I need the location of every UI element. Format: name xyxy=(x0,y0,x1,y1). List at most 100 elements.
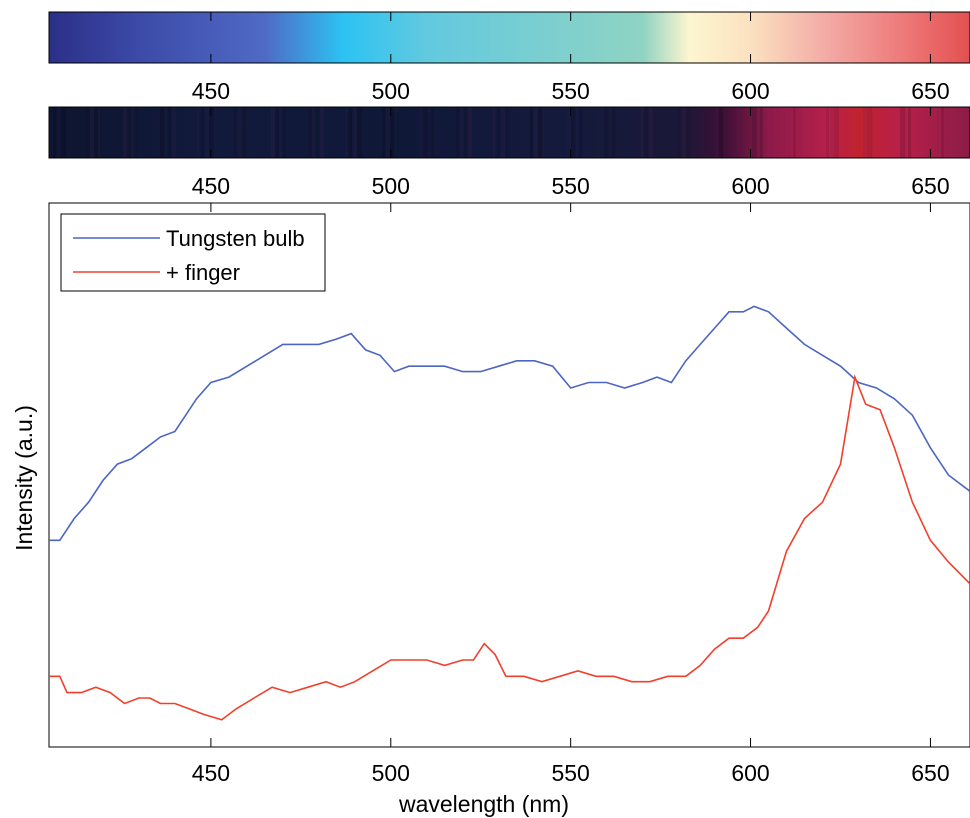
intensity-stripe xyxy=(283,107,286,158)
intensity-stripe xyxy=(94,107,99,158)
intensity-stripe xyxy=(908,107,911,158)
color-map-bar-fill xyxy=(49,12,970,63)
x-axis-tick-label: 650 xyxy=(911,760,949,786)
intensity-stripe xyxy=(608,107,610,158)
intensity-stripe xyxy=(172,107,176,158)
intensity-stripe xyxy=(279,107,281,158)
intensity-stripe xyxy=(168,107,171,158)
intensity-stripe xyxy=(131,107,133,158)
intensity-stripe xyxy=(312,107,314,158)
intensity-stripe xyxy=(468,107,472,158)
intensity-stripe xyxy=(575,107,577,158)
x-axis-tick-label: 450 xyxy=(192,760,230,786)
legend: Tungsten bulb + finger xyxy=(60,213,326,292)
intensity-stripe xyxy=(431,107,434,158)
color-map-bar-tick-label: 550 xyxy=(551,78,589,104)
y-axis-label: Intensity (a.u.) xyxy=(11,405,37,551)
plot-frame xyxy=(48,202,970,748)
intensity-bar-tick-label: 500 xyxy=(372,173,410,199)
intensity-stripe xyxy=(49,107,51,158)
intensity-stripe xyxy=(357,107,362,158)
intensity-stripe xyxy=(353,107,357,158)
x-axis-tick-label: 550 xyxy=(551,760,589,786)
intensity-stripe xyxy=(645,107,648,158)
intensity-bar-frame xyxy=(48,106,970,159)
intensity-stripe xyxy=(86,107,89,158)
intensity-stripe xyxy=(604,107,609,158)
intensity-stripe xyxy=(501,107,505,158)
intensity-stripe xyxy=(493,107,495,158)
intensity-stripe xyxy=(320,107,324,158)
intensity-stripe xyxy=(937,107,939,158)
intensity-bar-stripes xyxy=(49,107,949,158)
intensity-stripe xyxy=(571,107,576,158)
intensity-stripe xyxy=(394,107,396,158)
intensity-stripe xyxy=(567,107,571,158)
intensity-stripe xyxy=(349,107,352,158)
intensity-stripe xyxy=(90,107,94,158)
intensity-stripe xyxy=(460,107,462,158)
intensity-stripe xyxy=(127,107,132,158)
intensity-stripe xyxy=(234,107,237,158)
intensity-stripe xyxy=(756,107,758,158)
color-map-bar: 450 500 550 600 650 xyxy=(48,11,970,104)
intensity-stripe xyxy=(201,107,204,158)
intensity-stripe xyxy=(530,107,533,158)
intensity-stripe xyxy=(164,107,166,158)
intensity-stripe xyxy=(423,107,428,158)
intensity-stripe xyxy=(209,107,214,158)
legend-label-finger: + finger xyxy=(166,260,240,285)
color-map-bar-tick-label: 600 xyxy=(731,78,769,104)
intensity-stripe xyxy=(386,107,390,158)
color-map-bar-tick-label: 450 xyxy=(192,78,230,104)
spectrum-plot: 450 500 550 600 650 wavelength (nm) Intensit… xyxy=(11,202,970,817)
intensity-stripe xyxy=(900,107,905,158)
legend-box xyxy=(60,213,326,292)
color-map-bar-tick-label: 650 xyxy=(911,78,949,104)
series-line-tungsten-bulb xyxy=(49,305,970,542)
intensity-stripe xyxy=(345,107,347,158)
color-map-bar-ticks: 450 500 550 600 650 xyxy=(192,12,950,104)
legend-label-tungsten-bulb: Tungsten bulb xyxy=(166,226,305,251)
color-map-bar-tick-label: 500 xyxy=(372,78,410,104)
x-axis-tick-label: 500 xyxy=(372,760,410,786)
intensity-stripe xyxy=(649,107,653,158)
intensity-stripe xyxy=(793,107,796,158)
x-axis-ticks: 450 500 550 600 650 xyxy=(192,203,950,786)
intensity-stripe xyxy=(308,107,313,158)
series-line-finger xyxy=(49,374,970,721)
intensity-stripe xyxy=(135,107,138,158)
intensity-bar-fill xyxy=(49,107,970,158)
intensity-stripe xyxy=(505,107,510,158)
intensity-bar: 450 500 550 600 650 xyxy=(48,106,970,199)
intensity-bar-ticks: 450 500 550 600 650 xyxy=(192,107,950,199)
intensity-bar-tick-label: 650 xyxy=(911,173,949,199)
intensity-stripe xyxy=(57,107,61,158)
intensity-stripe xyxy=(941,107,944,158)
intensity-stripe xyxy=(678,107,681,158)
intensity-stripe xyxy=(641,107,643,158)
intensity-bar-tick-label: 550 xyxy=(551,173,589,199)
intensity-stripe xyxy=(719,107,724,158)
intensity-stripe xyxy=(275,107,280,158)
intensity-stripe xyxy=(789,107,791,158)
intensity-stripe xyxy=(579,107,582,158)
intensity-bar-tick-label: 600 xyxy=(731,173,769,199)
intensity-stripe xyxy=(760,107,763,158)
intensity-stripe xyxy=(904,107,906,158)
intensity-stripe xyxy=(534,107,538,158)
intensity-stripe xyxy=(863,107,867,158)
intensity-stripe xyxy=(723,107,725,158)
intensity-stripe xyxy=(456,107,461,158)
intensity-stripe xyxy=(945,107,949,158)
intensity-stripe xyxy=(61,107,66,158)
intensity-stripe xyxy=(242,107,247,158)
intensity-stripe xyxy=(98,107,100,158)
intensity-stripe xyxy=(497,107,500,158)
intensity-stripe xyxy=(419,107,423,158)
intensity-stripe xyxy=(682,107,686,158)
intensity-stripe xyxy=(160,107,165,158)
x-axis-tick-label: 600 xyxy=(731,760,769,786)
intensity-stripe xyxy=(205,107,209,158)
